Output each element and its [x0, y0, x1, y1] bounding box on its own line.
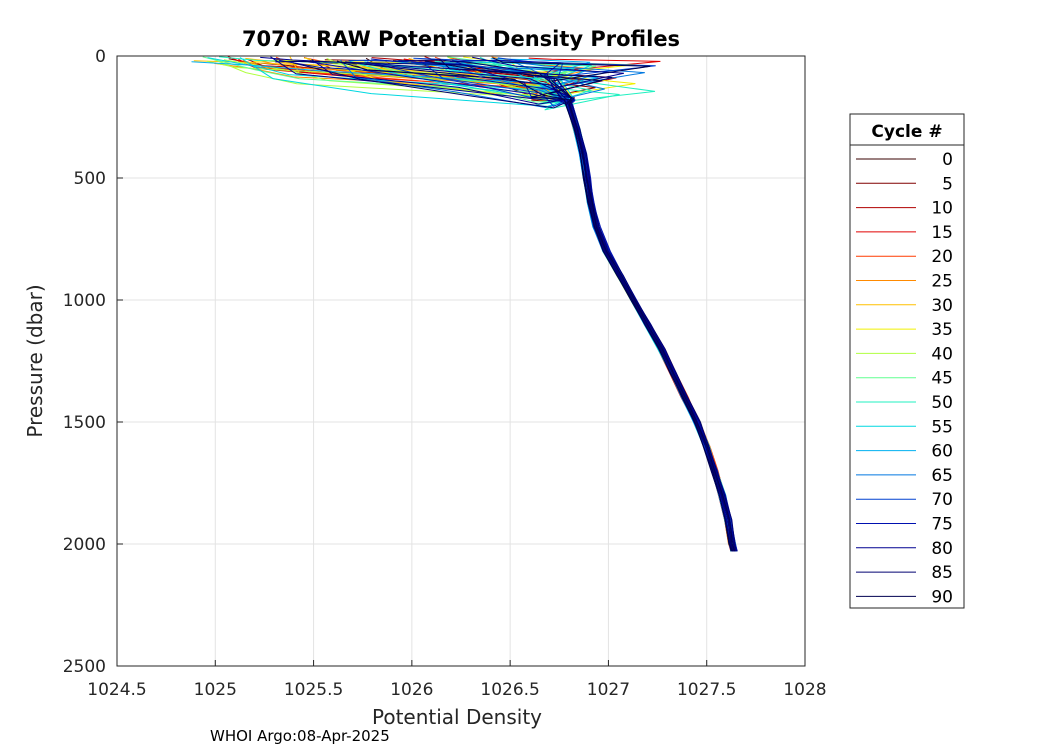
legend-label: 35: [931, 320, 953, 340]
footer-stamp: WHOI Argo:08-Apr-2025: [210, 727, 390, 745]
x-tick-label: 1024.5: [87, 680, 146, 700]
x-tick-label: 1026.5: [480, 680, 539, 700]
y-axis-label: Pressure (dbar): [23, 284, 47, 437]
plot-frame: [116, 55, 806, 667]
legend-label: 85: [931, 563, 953, 583]
y-tick-label: 2500: [63, 657, 106, 677]
legend-label: 75: [931, 515, 953, 535]
legend-label: 10: [931, 199, 953, 219]
grid: [117, 56, 805, 666]
x-axis-ticks: 1024.5 1025 1025.5 1026 1026.5 1027 1027.5 1028: [87, 660, 827, 700]
profile-line: [424, 60, 736, 552]
legend-label: 25: [931, 272, 953, 292]
legend-label: 55: [931, 417, 953, 437]
legend-entries: 0 5 10 15 20 25 30 35 40 45 50 55 60 65 70 75 80 85 90: [856, 150, 953, 607]
legend-label: 80: [931, 539, 953, 559]
x-tick-label: 1027: [587, 680, 630, 700]
legend-label: 90: [931, 587, 953, 607]
legend-title: Cycle #: [871, 122, 942, 142]
legend-label: 45: [931, 369, 953, 389]
legend-label: 30: [931, 296, 953, 316]
plot-area: [117, 56, 805, 666]
legend-label: 40: [931, 344, 953, 364]
x-tick-label: 1027.5: [677, 680, 736, 700]
x-tick-label: 1028: [783, 680, 826, 700]
y-tick-label: 500: [74, 169, 106, 189]
x-axis-label: Potential Density: [372, 705, 542, 729]
legend-label: 70: [931, 490, 953, 510]
chart-title: 7070: RAW Potential Density Profiles: [242, 27, 680, 51]
legend-label: 15: [931, 223, 953, 243]
legend-label: 60: [931, 442, 953, 462]
profile-curves: [191, 56, 738, 552]
profile-line: [270, 56, 733, 552]
y-tick-label: 1000: [63, 291, 106, 311]
legend-box: [849, 113, 965, 609]
y-tick-label: 1500: [63, 413, 106, 433]
x-tick-label: 1025: [194, 680, 237, 700]
legend: Cycle # 0 5 10 15 20 25 30 35 40 45 50 55 60 65 70 75 80…: [849, 113, 965, 609]
legend-label: 5: [942, 174, 953, 194]
legend-label: 50: [931, 393, 953, 413]
legend-label: 20: [931, 247, 953, 267]
legend-label: 0: [942, 150, 953, 170]
legend-label: 65: [931, 466, 953, 486]
x-tick-label: 1025.5: [284, 680, 343, 700]
y-axis-ticks: 0 500 1000 1500 2000 2500: [63, 47, 123, 677]
x-tick-label: 1026: [390, 680, 433, 700]
y-tick-label: 2000: [63, 535, 106, 555]
y-tick-label: 0: [95, 47, 106, 67]
